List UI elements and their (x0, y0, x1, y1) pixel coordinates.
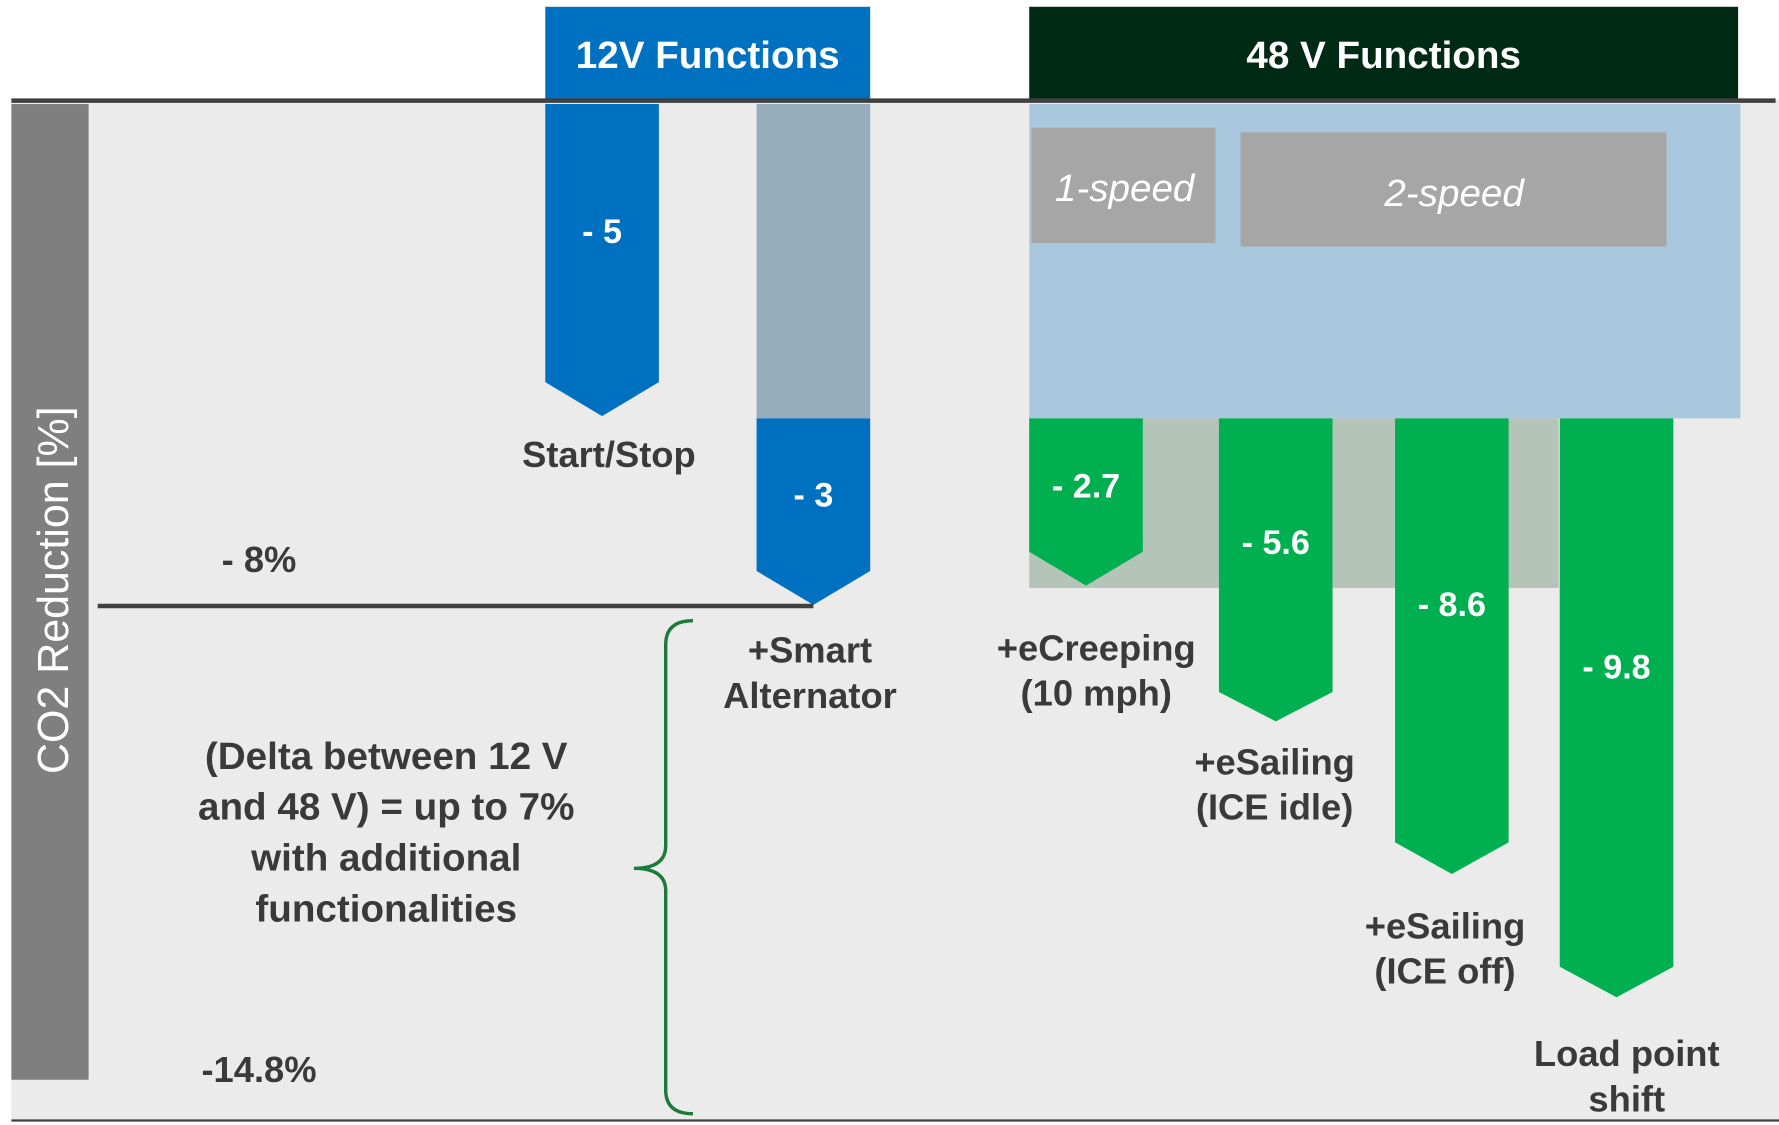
value-label: - 5 (582, 213, 622, 251)
arrow (1218, 418, 1333, 722)
function-label: +eSailing (ICE off) (1365, 906, 1526, 992)
value-label: - 8.6 (1418, 586, 1486, 624)
y-axis-label: CO2 Reduction [%] (30, 406, 78, 774)
offset (756, 104, 871, 419)
header-48v (1029, 6, 1739, 100)
level-label: - 8% (222, 539, 297, 580)
arrow (545, 104, 659, 417)
gearbox-label: 1-speed (1055, 167, 1196, 210)
brace (633, 619, 694, 1116)
value-label: - 9.8 (1582, 648, 1650, 686)
gearbox-box (1031, 127, 1216, 244)
function-label: Load point shift (1534, 1033, 1720, 1119)
function-label: +eSailing (ICE idle) (1194, 742, 1355, 828)
arrow (756, 418, 871, 605)
gearbox-box (1240, 132, 1667, 247)
gearbox-label: 2-speed (1383, 172, 1525, 215)
function-label: +eCreeping (10 mph) (997, 627, 1196, 713)
value-label: - 5.6 (1242, 524, 1310, 562)
function-label: +Smart Alternator (723, 630, 897, 716)
value-label: - 2.7 (1052, 468, 1120, 506)
header-12v (545, 6, 871, 100)
arrow (1395, 418, 1509, 874)
header-title: 12V Functions (576, 34, 840, 77)
header-title: 48 V Functions (1246, 34, 1521, 77)
arrow (1559, 418, 1674, 998)
value-label: - 3 (793, 477, 833, 515)
axis-bar (11, 104, 89, 1080)
arrow (1029, 418, 1143, 586)
level-label: -14.8% (201, 1049, 316, 1090)
function-label: Start/Stop (522, 434, 696, 475)
